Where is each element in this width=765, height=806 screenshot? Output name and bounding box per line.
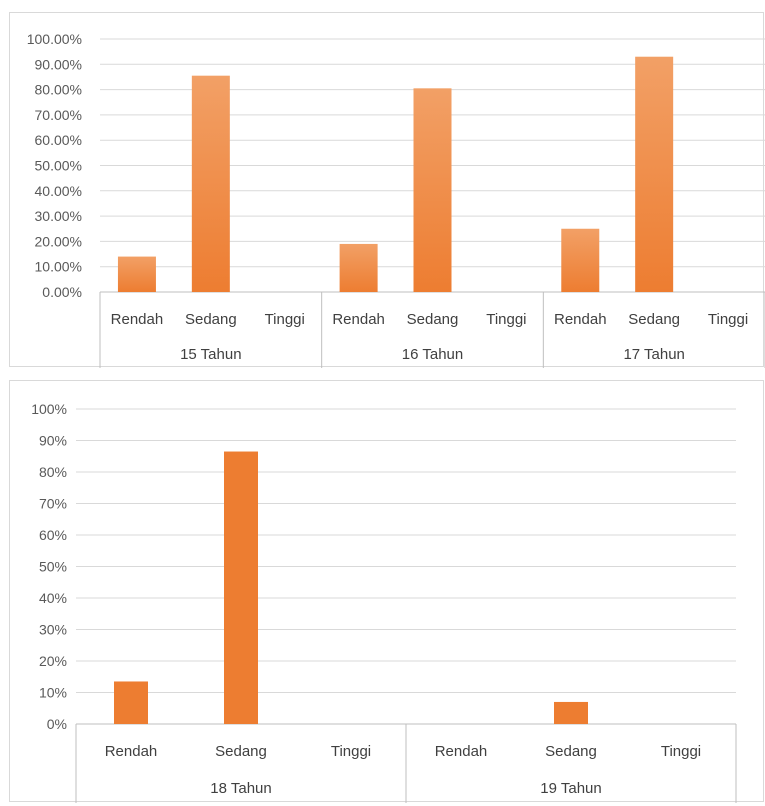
y-tick-label: 10% [39,685,67,701]
y-tick-label: 0% [47,716,67,732]
x-category-label: Sedang [628,311,680,328]
y-tick-label: 40% [39,590,67,606]
bar [191,75,230,292]
bar [224,451,258,724]
y-tick-label: 40.00% [35,183,82,199]
y-tick-label: 80% [39,464,67,480]
bar [114,681,148,724]
x-category-label: Rendah [332,311,385,328]
x-category-label: Rendah [111,311,164,328]
bar [554,701,588,724]
y-tick-label: 90% [39,433,67,449]
bar-chart-age-15-17: 0.00% 10.00% 20.00% 30.00% 40.00% 50.00% 60.00… [27,31,765,368]
y-tick-label: 20% [39,653,67,669]
x-group-label: 19 Tahun [540,780,601,797]
bar [561,228,600,292]
x-category-label: Tinggi [486,311,526,328]
x-category-label: Tinggi [265,311,305,328]
y-tick-label: 50% [39,559,67,575]
x-category-label: Sedang [545,743,597,760]
y-tick-label: 80.00% [35,82,82,98]
x-category-label: Sedang [215,743,267,760]
bar [339,243,378,292]
x-category-label: Rendah [435,743,488,760]
y-tick-label: 50.00% [35,158,82,174]
x-category-label: Rendah [105,743,158,760]
chart-panel-age-18-19: 0% 10% 20% 30% 40% 50% 60% 70% 80% 90% 100% Rendah S… [9,380,764,803]
x-category-label: Sedang [185,311,237,328]
x-category-label: Tinggi [661,743,701,760]
x-group-label: 18 Tahun [210,780,271,797]
bar-chart-age-18-19: 0% 10% 20% 30% 40% 50% 60% 70% 80% 90% 100% Rendah S… [31,401,737,803]
y-tick-label: 90.00% [35,56,82,72]
x-group-label: 17 Tahun [623,346,684,363]
x-group-label: 16 Tahun [402,346,463,363]
x-category-label: Sedang [407,311,459,328]
bar [413,88,452,293]
y-tick-label: 70% [39,496,67,512]
y-tick-label: 30% [39,622,67,638]
x-category-label: Rendah [554,311,607,328]
x-category-label: Tinggi [708,311,748,328]
y-tick-label: 60.00% [35,132,82,148]
y-tick-label: 30.00% [35,208,82,224]
chart-panel-age-15-17: 0.00% 10.00% 20.00% 30.00% 40.00% 50.00% 60.00… [9,12,765,368]
bar [117,256,156,292]
y-tick-label: 20.00% [35,233,82,249]
y-tick-label: 100.00% [27,31,82,47]
x-group-label: 15 Tahun [180,346,241,363]
y-tick-label: 70.00% [35,107,82,123]
y-tick-label: 0.00% [42,284,82,300]
y-tick-label: 10.00% [35,259,82,275]
y-tick-label: 100% [31,401,67,417]
y-tick-label: 60% [39,527,67,543]
bar [635,56,674,293]
x-category-label: Tinggi [331,743,371,760]
